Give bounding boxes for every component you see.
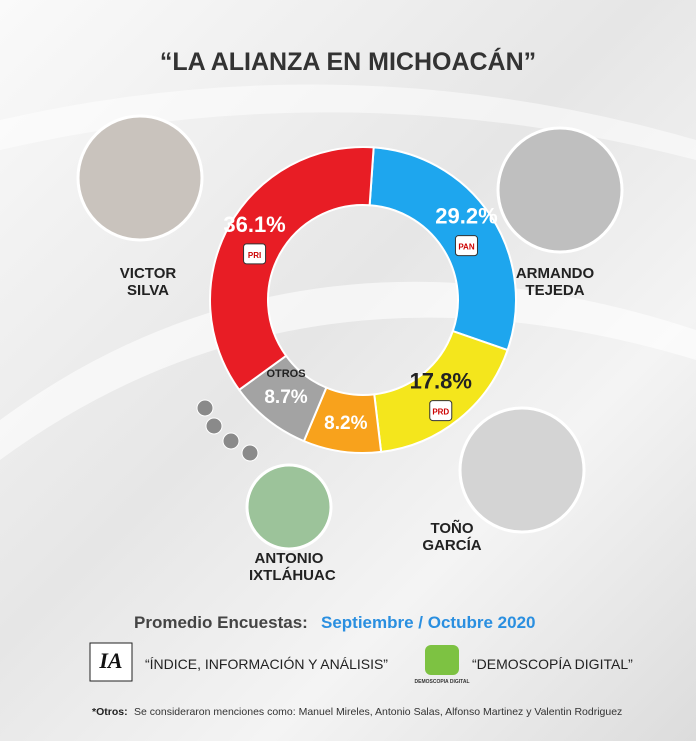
slice xyxy=(368,146,517,352)
logo-text: DEMOSCOPIA DIGITAL xyxy=(415,679,470,685)
candidate-name: ARMANDO TEJEDA xyxy=(515,265,595,299)
value-label: 17.8% xyxy=(410,369,472,394)
logo-text: IA xyxy=(98,648,122,673)
candidate-name: ANTONIO IXTLÁHUAC xyxy=(249,550,336,584)
party-label: PAN xyxy=(458,243,475,252)
value-label: 8.7% xyxy=(264,387,307,408)
period-label: Promedio Encuestas: xyxy=(134,613,308,632)
photo xyxy=(222,432,240,450)
value-label: 8.2% xyxy=(324,413,367,434)
photo xyxy=(76,114,204,242)
category-label: OTROS xyxy=(266,368,305,380)
note: Se consideraron menciones como: Manuel M… xyxy=(134,706,623,718)
logo xyxy=(425,645,459,675)
chart-title: “LA ALIANZA EN MICHOACÁN” xyxy=(160,47,536,76)
photo xyxy=(245,463,333,551)
source: “ÍNDICE, INFORMACIÓN Y ANÁLISIS” xyxy=(145,656,388,672)
photo xyxy=(196,399,214,417)
swoosh xyxy=(0,281,696,460)
source: “DEMOSCOPÍA DIGITAL” xyxy=(472,656,633,672)
slice xyxy=(209,146,375,392)
party-logo xyxy=(429,400,453,422)
photo xyxy=(496,126,624,254)
party-logo xyxy=(454,235,478,257)
note-label: *Otros: xyxy=(92,706,128,718)
party-logo xyxy=(243,243,267,265)
photo xyxy=(205,417,223,435)
period: Septiembre / Octubre 2020 xyxy=(321,613,536,632)
photo xyxy=(241,444,259,462)
photo xyxy=(458,406,586,534)
party-label: PRI xyxy=(248,251,261,260)
candidate-name: TOÑO GARCÍA xyxy=(422,520,482,554)
party-label: PRD xyxy=(432,408,449,417)
swoosh xyxy=(0,84,696,160)
value-label: 36.1% xyxy=(223,212,285,237)
logo xyxy=(89,642,133,682)
candidate-name: VICTOR SILVA xyxy=(119,265,177,299)
value-label: 29.2% xyxy=(435,204,497,229)
